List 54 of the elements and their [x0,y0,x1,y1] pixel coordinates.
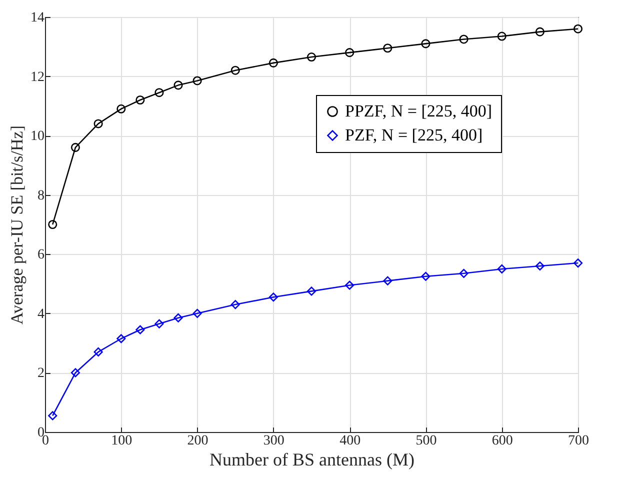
y-tick-label: 12 [30,70,44,85]
point [136,325,145,334]
point [383,276,392,286]
x-tick-label: 500 [416,434,437,448]
x-tick-label: 100 [111,434,132,448]
point [421,39,430,48]
point [94,347,103,356]
point [70,368,80,378]
point [345,280,354,290]
point [573,24,583,34]
x-axis-title: Number of BS antennas (M) [210,450,414,470]
x-tick-label: 600 [492,434,513,448]
point [497,264,506,274]
point [48,411,58,420]
y-tick-label: 10 [30,129,44,144]
point [154,88,164,98]
point [230,300,240,310]
y-tick-label: 6 [38,248,44,263]
point [535,27,544,36]
point [497,32,506,41]
point [174,313,183,322]
point [459,34,468,44]
y-axis-title: Average per-IU SE [bit/s/Hz] [8,125,26,325]
point [459,268,468,278]
point [421,272,430,281]
legend-label: PPZF, N = [225, 400] [345,102,492,120]
point [306,286,316,296]
point [345,48,354,58]
x-tick-label: 300 [263,434,284,448]
point [116,104,126,114]
point [573,258,583,268]
point [94,119,103,128]
x-tick-label: 400 [340,434,361,448]
point [192,76,202,86]
x-tick-label: 200 [187,434,208,448]
point [116,334,126,344]
point [192,308,202,318]
point [136,95,145,105]
point [535,261,544,271]
point [268,58,278,68]
point [154,319,164,328]
point [268,292,278,302]
point [48,220,58,230]
point [306,52,316,62]
y-tick-label: 2 [38,366,44,382]
point [383,44,392,53]
y-tick-label: 8 [38,188,44,204]
point [230,66,240,75]
point [70,142,80,152]
y-tick-label: 4 [38,306,44,322]
legend-label: PZF, N = [225, 400] [345,126,483,144]
y-tick-label: 14 [30,10,44,26]
point [174,80,183,90]
x-tick-label: 700 [568,434,589,448]
